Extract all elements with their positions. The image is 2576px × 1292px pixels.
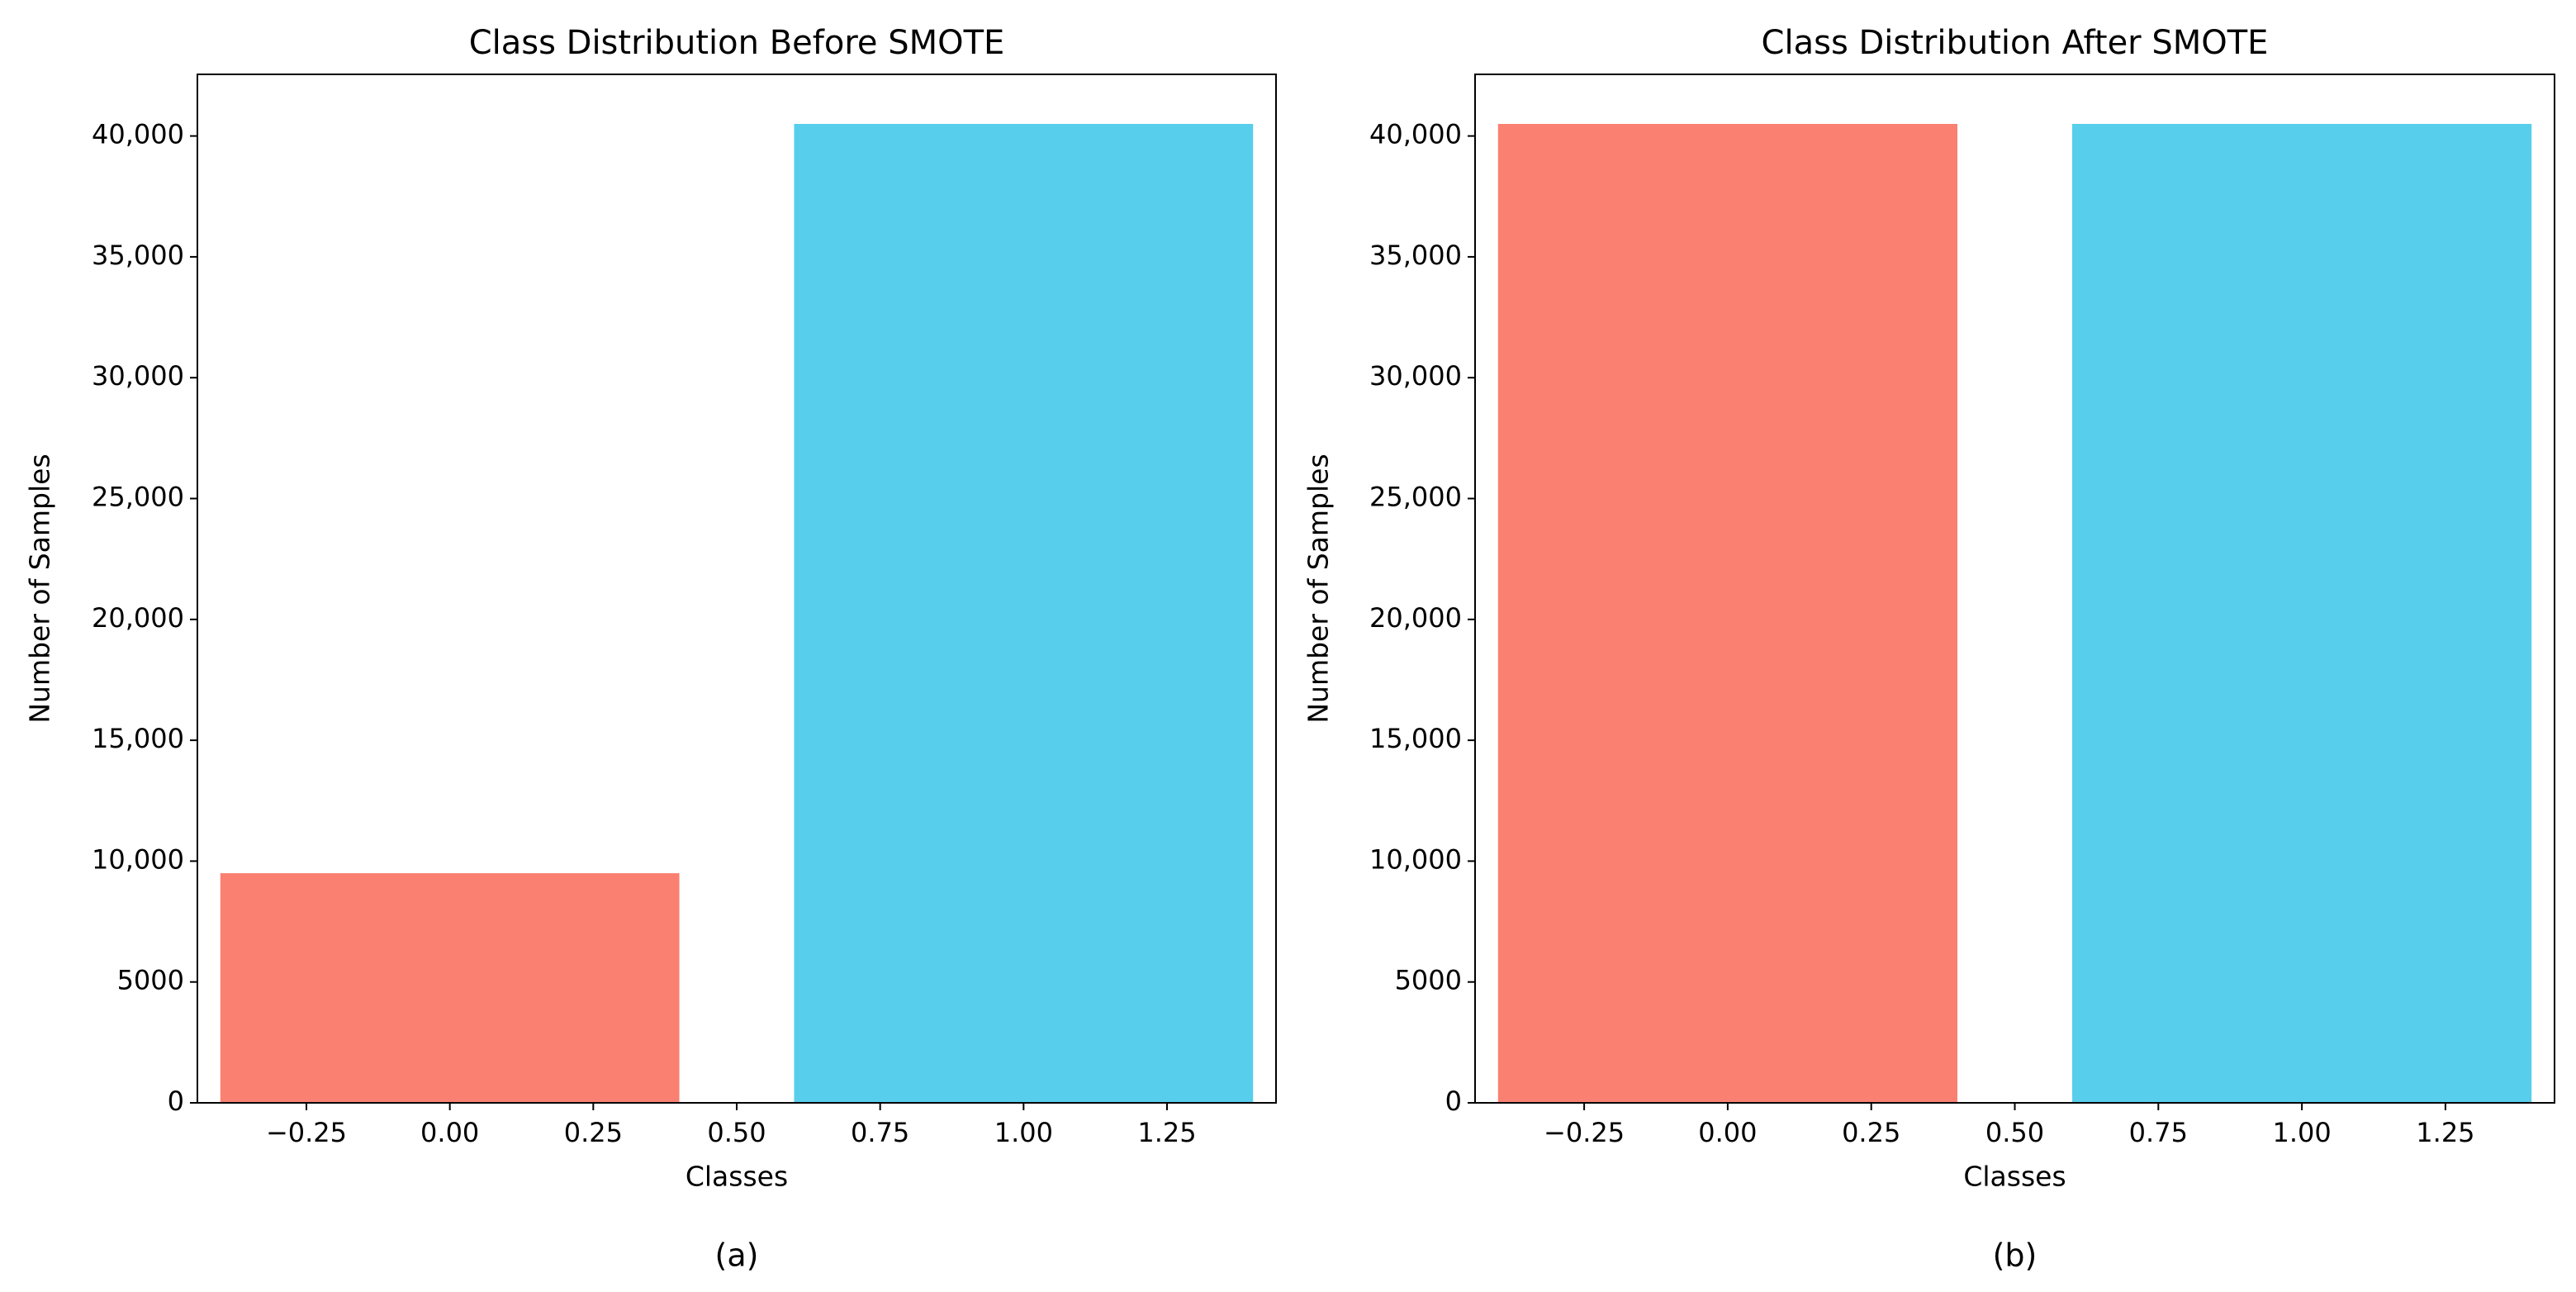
y-tick-label: 30,000 <box>1369 360 1462 392</box>
chart-title: Class Distribution After SMOTE <box>1762 24 2269 62</box>
x-tick-label: −0.25 <box>266 1117 347 1148</box>
y-axis-label: Number of Samples <box>1302 454 1335 723</box>
x-tick-label: 1.25 <box>2416 1117 2474 1148</box>
y-tick-label: 15,000 <box>92 723 184 754</box>
x-tick-label: 0.50 <box>1985 1117 2044 1148</box>
y-tick-label: 25,000 <box>1369 482 1462 513</box>
x-tick-label: 1.25 <box>1137 1117 1196 1148</box>
y-tick-label: 20,000 <box>92 602 184 634</box>
y-tick-label: 30,000 <box>92 360 184 392</box>
x-axis-label: Classes <box>1963 1161 2066 1193</box>
y-tick-label: 35,000 <box>1369 240 1462 271</box>
y-tick-label: 10,000 <box>92 843 184 875</box>
x-tick-label: 1.00 <box>2272 1117 2331 1148</box>
x-tick-label: −0.25 <box>1544 1117 1625 1148</box>
y-tick-label: 5000 <box>117 965 184 996</box>
y-tick-label: 10,000 <box>1369 843 1462 875</box>
x-axis-label: Classes <box>686 1161 788 1193</box>
caption: (b) <box>1993 1237 2038 1274</box>
x-tick-label: 0.25 <box>564 1117 623 1148</box>
x-tick-label: 0.75 <box>2129 1117 2188 1148</box>
caption: (a) <box>715 1237 759 1274</box>
bar <box>220 873 680 1103</box>
y-tick-label: 40,000 <box>92 119 184 150</box>
bar <box>2072 123 2532 1103</box>
y-tick-label: 5000 <box>1395 965 1462 996</box>
bar <box>1497 123 1957 1103</box>
x-tick-label: 0.75 <box>851 1117 909 1148</box>
x-tick-label: 0.25 <box>1842 1117 1900 1148</box>
x-tick-label: 0.00 <box>420 1117 479 1148</box>
y-tick-label: 40,000 <box>1369 119 1462 150</box>
bar <box>794 123 1254 1103</box>
y-tick-label: 0 <box>168 1085 184 1117</box>
y-tick-label: 35,000 <box>92 240 184 271</box>
y-axis-label: Number of Samples <box>24 454 56 723</box>
y-tick-label: 0 <box>1445 1085 1462 1117</box>
x-tick-label: 0.00 <box>1698 1117 1757 1148</box>
chart-title: Class Distribution Before SMOTE <box>469 24 1005 62</box>
y-tick-label: 25,000 <box>92 482 184 513</box>
x-tick-label: 0.50 <box>707 1117 766 1148</box>
y-tick-label: 15,000 <box>1369 723 1462 754</box>
x-tick-label: 1.00 <box>994 1117 1053 1148</box>
y-tick-label: 20,000 <box>1369 602 1462 634</box>
